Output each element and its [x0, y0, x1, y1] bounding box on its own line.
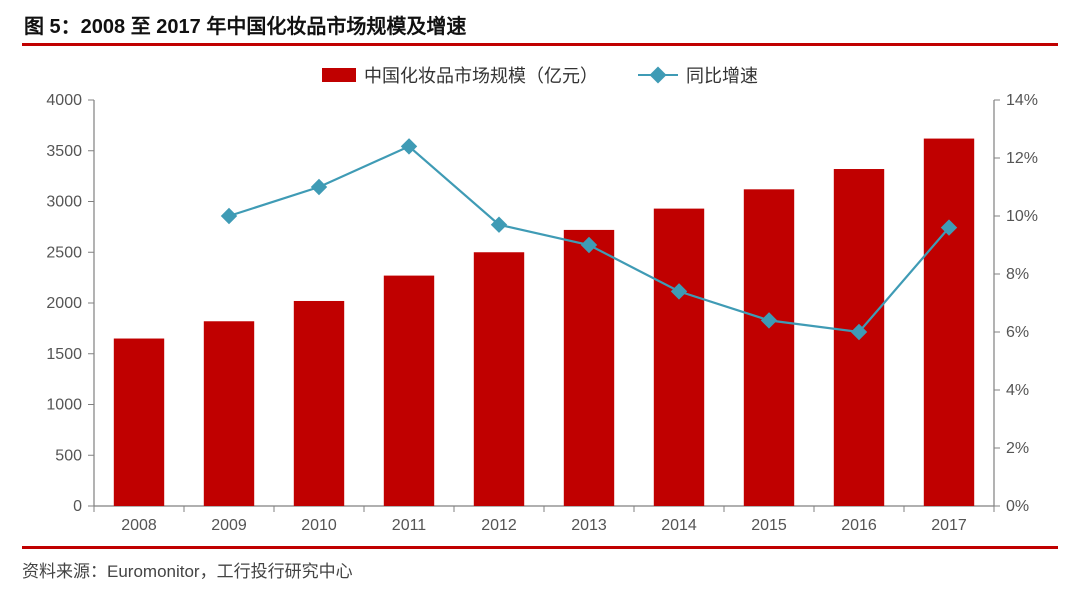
svg-text:2012: 2012 [481, 517, 517, 534]
svg-text:2%: 2% [1006, 440, 1029, 457]
legend-item-line: 同比增速 [638, 62, 758, 88]
bar [744, 189, 794, 506]
legend-label-bars: 中国化妆品市场规模（亿元） [364, 62, 598, 88]
bar [654, 209, 704, 506]
figure-footer: 资料来源：Euromonitor，工行投行研究中心 [22, 546, 1058, 582]
combo-chart: 0 500 1000 1500 2000 2500 3000 3500 4000 0% 2% 4% 6%… [22, 94, 1058, 546]
figure-container: 图 5：2008 至 2017 年中国化妆品市场规模及增速 中国化妆品市场规模（… [0, 0, 1080, 590]
svg-text:1000: 1000 [46, 397, 82, 414]
svg-text:14%: 14% [1006, 94, 1038, 109]
svg-text:2014: 2014 [661, 517, 697, 534]
chart-legend: 中国化妆品市场规模（亿元） 同比增速 [22, 46, 1058, 94]
source-label: 资料来源：Euromonitor，工行投行研究中心 [22, 557, 1058, 582]
svg-text:4000: 4000 [46, 94, 82, 109]
svg-text:0%: 0% [1006, 498, 1029, 515]
svg-text:4%: 4% [1006, 382, 1029, 399]
svg-text:8%: 8% [1006, 266, 1029, 283]
svg-text:2009: 2009 [211, 517, 247, 534]
svg-text:500: 500 [55, 447, 82, 464]
figure-header: 图 5：2008 至 2017 年中国化妆品市场规模及增速 [22, 10, 1058, 46]
diamond-marker [312, 180, 327, 195]
svg-text:2008: 2008 [121, 517, 157, 534]
bar [924, 139, 974, 506]
bar [384, 276, 434, 506]
bar [294, 301, 344, 506]
svg-text:1500: 1500 [46, 346, 82, 363]
svg-text:2015: 2015 [751, 517, 787, 534]
svg-text:2010: 2010 [301, 517, 337, 534]
legend-swatch-bar [322, 68, 356, 82]
chart-area: 0 500 1000 1500 2000 2500 3000 3500 4000 0% 2% 4% 6%… [22, 94, 1058, 546]
legend-diamond-marker [650, 67, 667, 84]
bar [204, 321, 254, 506]
bar [564, 230, 614, 506]
svg-text:3500: 3500 [46, 143, 82, 160]
svg-text:2017: 2017 [931, 517, 967, 534]
figure-title: 图 5：2008 至 2017 年中国化妆品市场规模及增速 [22, 10, 1058, 39]
svg-text:12%: 12% [1006, 150, 1038, 167]
svg-text:6%: 6% [1006, 324, 1029, 341]
legend-swatch-line [638, 68, 678, 82]
bar [474, 252, 524, 506]
bar [114, 339, 164, 506]
svg-text:2500: 2500 [46, 244, 82, 261]
svg-text:2013: 2013 [571, 517, 607, 534]
diamond-marker [222, 209, 237, 224]
svg-text:10%: 10% [1006, 208, 1038, 225]
svg-text:2016: 2016 [841, 517, 877, 534]
svg-text:3000: 3000 [46, 194, 82, 211]
svg-text:2000: 2000 [46, 295, 82, 312]
svg-text:0: 0 [73, 498, 82, 515]
legend-item-bars: 中国化妆品市场规模（亿元） [322, 62, 598, 88]
legend-label-line: 同比增速 [686, 62, 758, 88]
svg-text:2011: 2011 [392, 517, 427, 534]
